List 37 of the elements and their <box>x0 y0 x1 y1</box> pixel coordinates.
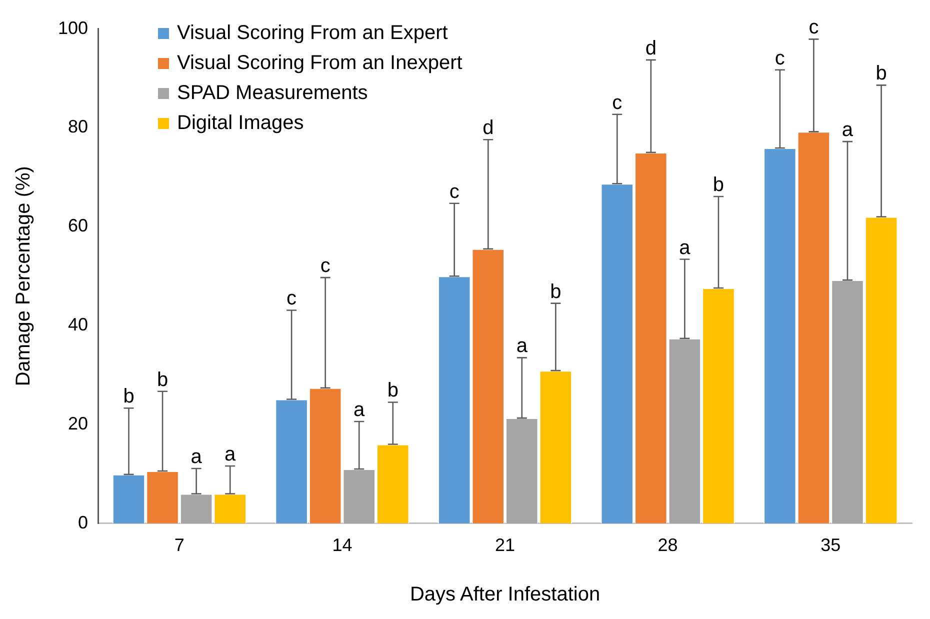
annotation: a <box>354 399 366 422</box>
annotation: b <box>156 368 168 391</box>
annotation: b <box>550 280 562 303</box>
annotation: c <box>808 16 819 39</box>
legend-label: Digital Images <box>177 112 304 134</box>
y-tick-label: 80 <box>68 116 88 137</box>
legend-label: Visual Scoring From an Expert <box>177 22 448 44</box>
legend-label: Visual Scoring From an Inexpert <box>177 52 462 74</box>
annotation: a <box>679 236 692 259</box>
x-tick-label: 35 <box>820 535 841 556</box>
x-tick-label: 21 <box>495 535 516 556</box>
annotation: a <box>190 446 203 468</box>
y-tick-label: 0 <box>78 512 88 532</box>
y-tick-label: 60 <box>68 216 88 236</box>
annotation: b <box>387 380 398 402</box>
y-axis-title: Damage Percentage (%) <box>12 166 35 386</box>
annotation: d <box>482 117 494 140</box>
annotation: c <box>286 288 297 310</box>
y-tick-label: 40 <box>68 314 88 335</box>
x-axis-title: Days After Infestation <box>410 584 600 606</box>
annotation: a <box>224 444 237 466</box>
annotation: c <box>774 47 785 70</box>
x-tick-label: 7 <box>174 535 184 556</box>
annotation: b <box>123 386 134 408</box>
annotation: c <box>449 180 460 203</box>
annotation: b <box>876 62 887 85</box>
y-tick-label: 100 <box>58 18 88 38</box>
x-tick-label: 28 <box>658 535 678 556</box>
annotation: a <box>842 119 854 142</box>
annotation: a <box>516 335 528 358</box>
annotation: c <box>612 92 622 114</box>
legend-label: SPAD Measurements <box>177 82 368 104</box>
annotation: b <box>712 174 724 196</box>
x-tick-label: 14 <box>332 535 352 556</box>
y-tick-label: 20 <box>68 413 88 434</box>
annotation: c <box>320 255 330 278</box>
annotation: d <box>645 37 656 60</box>
